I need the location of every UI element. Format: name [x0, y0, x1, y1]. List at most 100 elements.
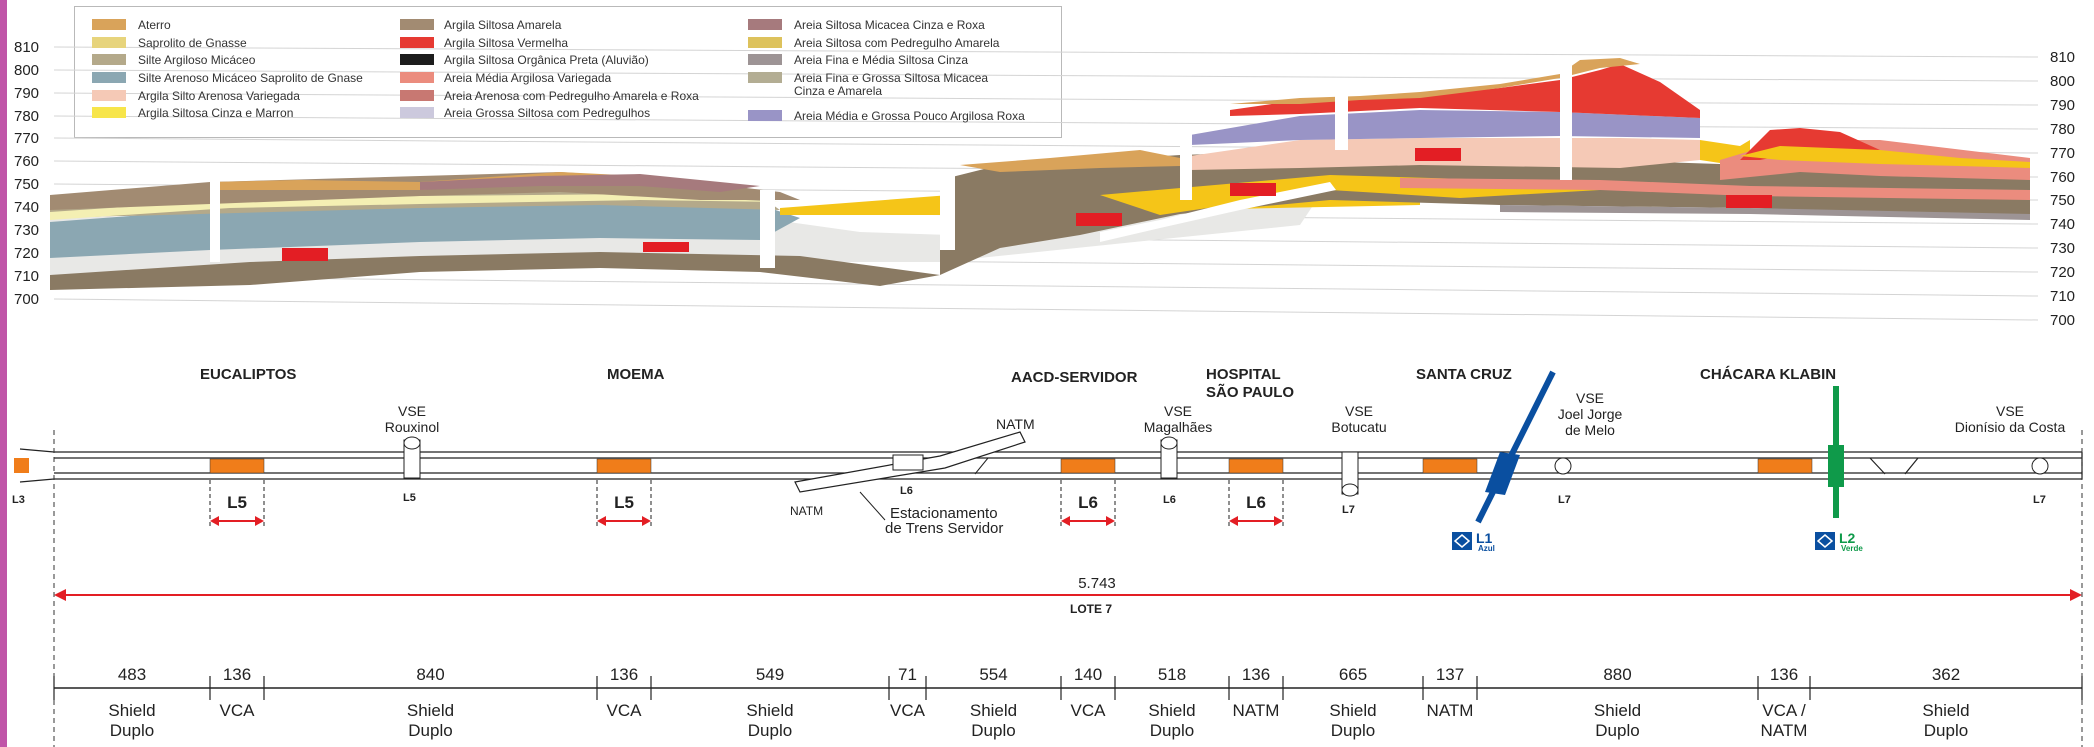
legend-swatch [92, 90, 126, 101]
segment-length: 665 [1339, 665, 1367, 684]
stratum-yellow-right-2 [1740, 146, 2030, 168]
lot-label-large: L6 [1246, 493, 1266, 512]
lot-label: L7 [2033, 494, 2046, 506]
legend-label: Aterro [138, 18, 171, 32]
dimension-lines: L5 L5 L6 L6 5.743 LOTE 7 [53, 430, 2083, 747]
legend-label: Argila Siltosa Vermelha [444, 36, 568, 50]
elevation-label-left: 750 [14, 176, 39, 193]
grid-line [53, 69, 2039, 82]
station-name: SÃO PAULO [1206, 383, 1294, 401]
legend-swatch [92, 107, 126, 118]
dim-arrow [1061, 516, 1070, 526]
vse-label: VSE [1576, 390, 1604, 406]
segment-length: 136 [610, 665, 638, 684]
vse-label: Magalhães [1144, 419, 1213, 435]
segment-length: 136 [223, 665, 251, 684]
vse-label: VSE [1164, 403, 1192, 419]
lot-label: L7 [1342, 504, 1355, 516]
legend-swatch [400, 37, 434, 48]
dim-arrow [255, 516, 264, 526]
elevation-label-left: 710 [14, 268, 39, 285]
elevation-label-right: 800 [2050, 73, 2075, 90]
grid-line [53, 46, 2039, 58]
stratum-silte-arenoso [50, 202, 800, 258]
station-block [1415, 148, 1461, 161]
natm-label: NATM [996, 416, 1035, 432]
station-block [1230, 183, 1276, 196]
vse-label: VSE [1345, 403, 1373, 419]
elevation-label-left: 730 [14, 222, 39, 239]
segment-type: Duplo [408, 721, 452, 740]
legend-label: Argila Silto Arenosa Variegada [138, 89, 300, 103]
station-platform [1228, 458, 1284, 474]
natm-label: NATM [790, 504, 823, 518]
lot-label-large: L5 [614, 493, 634, 512]
legend-swatch [92, 19, 126, 30]
metro-logo-icon [1816, 534, 1834, 548]
legend-label: Argila Siltosa Amarela [444, 18, 562, 32]
segment-length: 136 [1770, 665, 1798, 684]
tunnel-shaft [1180, 130, 1192, 200]
segment-type: Duplo [110, 721, 154, 740]
grid-line [53, 275, 2039, 297]
dim-arrow [642, 516, 651, 526]
elevation-label-right: 720 [2050, 264, 2075, 281]
legend-swatch [400, 54, 434, 65]
lot-label-large: L6 [1078, 493, 1098, 512]
lot-label: L7 [1558, 494, 1571, 506]
elevation-label-left: 720 [14, 245, 39, 262]
segment-length: 880 [1603, 665, 1631, 684]
metro-line-code: L1 [1476, 530, 1493, 546]
lot-name: LOTE 7 [1070, 602, 1112, 616]
line2-station [1828, 445, 1844, 487]
metro-badge-icon [1815, 532, 1835, 550]
station-name: SANTA CRUZ [1416, 366, 1512, 383]
station-platform [209, 458, 265, 474]
elevation-label-left: 770 [14, 130, 39, 147]
legend-label: Areia Siltosa com Pedregulho Amarela [794, 36, 1000, 50]
legend-label: Silte Argiloso Micáceo [138, 53, 256, 67]
stratum-aterro-center [960, 150, 1180, 172]
vse-label: Dionísio da Costa [1955, 419, 2066, 435]
elevation-label-left: 760 [14, 153, 39, 170]
segment-type: VCA [890, 701, 926, 720]
total-length: 5.743 [1078, 575, 1116, 592]
elevation-label-left: 810 [14, 39, 39, 56]
line1-station [1485, 452, 1520, 495]
segment-length: 840 [416, 665, 444, 684]
crossover [1869, 457, 1919, 475]
stratum-areia-media-lower [1400, 178, 2030, 200]
segment-length: 362 [1932, 665, 1960, 684]
legend-label: Areia Média Argilosa Variegada [444, 71, 612, 85]
segment-length: 518 [1158, 665, 1186, 684]
tunnel-ramp [1100, 182, 1336, 242]
station-name: CHÁCARA KLABIN [1700, 366, 1836, 383]
dim-arrow [54, 589, 66, 601]
legend-label: Areia Fina e Grossa Siltosa Micacea [794, 71, 988, 85]
segment-type: VCA [1071, 701, 1107, 720]
vse-label: Rouxinol [385, 419, 439, 435]
segment-type: Shield [108, 701, 155, 720]
vse-label: Joel Jorge [1558, 406, 1623, 422]
segment-type: Shield [746, 701, 793, 720]
vse-label: VSE [398, 403, 426, 419]
lot-label: L5 [403, 492, 416, 504]
lot-label: L6 [1163, 494, 1176, 506]
legend-label: Areia Fina e Média Siltosa Cinza [794, 53, 968, 67]
segment-type: Shield [1148, 701, 1195, 720]
start-marker [14, 458, 29, 473]
grid-line [53, 115, 2039, 130]
tunnel-shaft [210, 178, 220, 262]
segment-type: Shield [1922, 701, 1969, 720]
segment-type: Duplo [971, 721, 1015, 740]
segment-type: Shield [1329, 701, 1376, 720]
legend-swatch [748, 72, 782, 83]
legend-swatch [748, 54, 782, 65]
legend-swatch [748, 110, 782, 121]
vse-shaft [1554, 457, 1572, 475]
segment-type: NATM [1233, 701, 1280, 720]
segment-type: NATM [1427, 701, 1474, 720]
legend-label: Areia Arenosa com Pedregulho Amarela e R… [444, 89, 699, 103]
lot-label: L3 [12, 494, 25, 506]
